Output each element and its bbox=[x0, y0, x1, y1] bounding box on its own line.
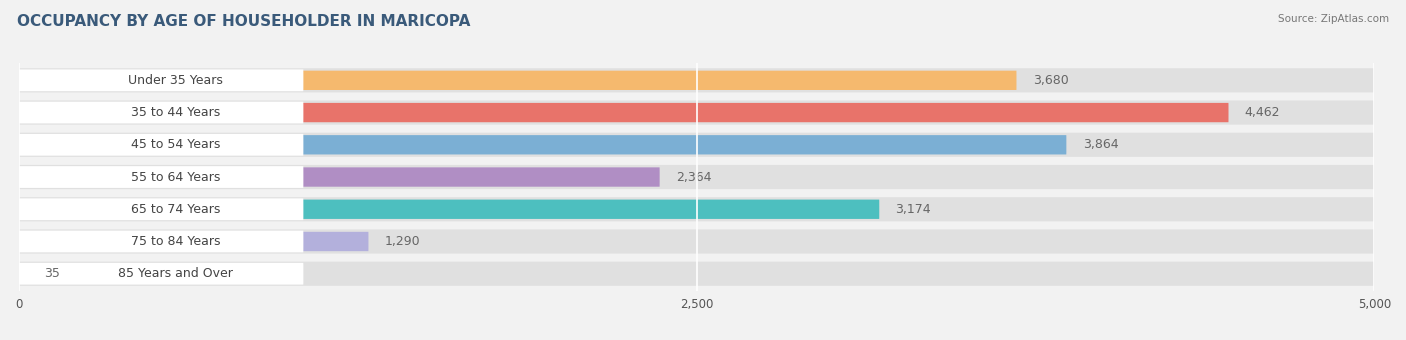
Text: 1,290: 1,290 bbox=[385, 235, 420, 248]
FancyBboxPatch shape bbox=[18, 69, 304, 91]
Text: Source: ZipAtlas.com: Source: ZipAtlas.com bbox=[1278, 14, 1389, 23]
Text: 2,364: 2,364 bbox=[676, 171, 711, 184]
Text: 75 to 84 Years: 75 to 84 Years bbox=[131, 235, 219, 248]
FancyBboxPatch shape bbox=[18, 198, 304, 220]
Text: 3,680: 3,680 bbox=[1033, 74, 1069, 87]
FancyBboxPatch shape bbox=[18, 200, 879, 219]
FancyBboxPatch shape bbox=[18, 167, 659, 187]
FancyBboxPatch shape bbox=[18, 134, 304, 156]
FancyBboxPatch shape bbox=[18, 232, 368, 251]
FancyBboxPatch shape bbox=[18, 165, 1375, 189]
Text: 3,174: 3,174 bbox=[896, 203, 931, 216]
FancyBboxPatch shape bbox=[18, 264, 28, 284]
Text: 35 to 44 Years: 35 to 44 Years bbox=[131, 106, 219, 119]
FancyBboxPatch shape bbox=[18, 231, 304, 252]
Text: 85 Years and Over: 85 Years and Over bbox=[118, 267, 233, 280]
Text: 35: 35 bbox=[45, 267, 60, 280]
FancyBboxPatch shape bbox=[18, 230, 1375, 254]
FancyBboxPatch shape bbox=[18, 102, 304, 123]
FancyBboxPatch shape bbox=[18, 197, 1375, 221]
Text: 45 to 54 Years: 45 to 54 Years bbox=[131, 138, 219, 151]
FancyBboxPatch shape bbox=[18, 262, 1375, 286]
FancyBboxPatch shape bbox=[18, 135, 1066, 154]
FancyBboxPatch shape bbox=[18, 263, 304, 285]
FancyBboxPatch shape bbox=[18, 68, 1375, 92]
Text: 55 to 64 Years: 55 to 64 Years bbox=[131, 171, 219, 184]
Text: OCCUPANCY BY AGE OF HOUSEHOLDER IN MARICOPA: OCCUPANCY BY AGE OF HOUSEHOLDER IN MARIC… bbox=[17, 14, 470, 29]
Text: 65 to 74 Years: 65 to 74 Years bbox=[131, 203, 219, 216]
FancyBboxPatch shape bbox=[18, 166, 304, 188]
FancyBboxPatch shape bbox=[18, 133, 1375, 157]
Text: 3,864: 3,864 bbox=[1083, 138, 1118, 151]
Text: Under 35 Years: Under 35 Years bbox=[128, 74, 222, 87]
Text: 4,462: 4,462 bbox=[1244, 106, 1281, 119]
FancyBboxPatch shape bbox=[18, 103, 1229, 122]
FancyBboxPatch shape bbox=[18, 101, 1375, 125]
FancyBboxPatch shape bbox=[18, 71, 1017, 90]
